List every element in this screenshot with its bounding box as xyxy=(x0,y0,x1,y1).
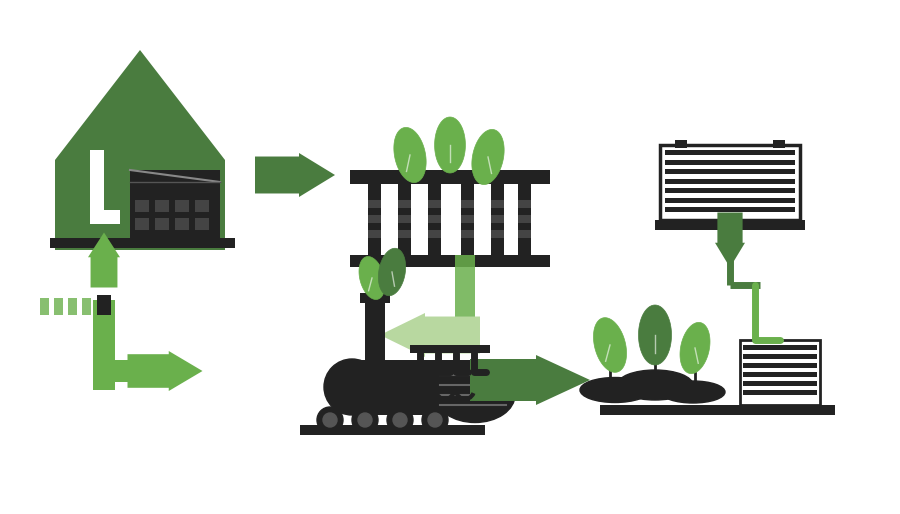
FancyBboxPatch shape xyxy=(368,183,381,255)
FancyBboxPatch shape xyxy=(655,220,805,230)
FancyBboxPatch shape xyxy=(175,218,189,230)
FancyBboxPatch shape xyxy=(665,150,795,155)
Polygon shape xyxy=(472,130,504,185)
FancyBboxPatch shape xyxy=(195,218,209,230)
FancyBboxPatch shape xyxy=(491,230,504,238)
FancyBboxPatch shape xyxy=(491,215,504,223)
Polygon shape xyxy=(128,351,202,391)
FancyBboxPatch shape xyxy=(743,354,817,359)
Ellipse shape xyxy=(580,377,650,402)
FancyBboxPatch shape xyxy=(773,140,785,148)
FancyBboxPatch shape xyxy=(365,295,385,365)
FancyBboxPatch shape xyxy=(40,298,49,315)
Polygon shape xyxy=(378,248,406,296)
FancyBboxPatch shape xyxy=(368,215,381,223)
FancyBboxPatch shape xyxy=(90,210,120,224)
FancyBboxPatch shape xyxy=(461,183,474,255)
FancyBboxPatch shape xyxy=(735,405,825,415)
Polygon shape xyxy=(88,232,120,287)
FancyBboxPatch shape xyxy=(491,183,504,255)
FancyBboxPatch shape xyxy=(518,183,531,255)
FancyBboxPatch shape xyxy=(82,298,91,315)
Polygon shape xyxy=(55,50,225,160)
FancyBboxPatch shape xyxy=(97,295,111,315)
Circle shape xyxy=(352,407,378,433)
FancyBboxPatch shape xyxy=(300,425,485,435)
Polygon shape xyxy=(593,318,626,372)
FancyBboxPatch shape xyxy=(491,200,504,208)
FancyBboxPatch shape xyxy=(175,200,189,212)
FancyBboxPatch shape xyxy=(665,169,795,174)
Circle shape xyxy=(324,359,380,415)
FancyBboxPatch shape xyxy=(428,183,441,255)
FancyBboxPatch shape xyxy=(350,360,480,415)
FancyBboxPatch shape xyxy=(455,255,475,320)
FancyBboxPatch shape xyxy=(600,405,835,415)
FancyBboxPatch shape xyxy=(428,200,441,208)
FancyBboxPatch shape xyxy=(461,200,474,208)
FancyBboxPatch shape xyxy=(518,200,531,208)
Circle shape xyxy=(428,413,442,427)
FancyBboxPatch shape xyxy=(410,345,490,353)
FancyBboxPatch shape xyxy=(350,170,550,184)
FancyBboxPatch shape xyxy=(135,200,149,212)
FancyBboxPatch shape xyxy=(68,298,77,315)
Circle shape xyxy=(323,413,337,427)
FancyBboxPatch shape xyxy=(461,230,474,238)
Ellipse shape xyxy=(435,368,515,423)
Polygon shape xyxy=(359,256,385,300)
FancyBboxPatch shape xyxy=(665,197,795,203)
FancyBboxPatch shape xyxy=(195,200,209,212)
FancyBboxPatch shape xyxy=(368,200,381,208)
Circle shape xyxy=(317,407,343,433)
Polygon shape xyxy=(255,153,335,197)
Polygon shape xyxy=(638,305,671,365)
Circle shape xyxy=(393,413,407,427)
FancyBboxPatch shape xyxy=(743,345,817,350)
FancyBboxPatch shape xyxy=(50,238,235,248)
FancyBboxPatch shape xyxy=(135,218,149,230)
FancyBboxPatch shape xyxy=(360,293,390,303)
FancyBboxPatch shape xyxy=(665,159,795,164)
FancyBboxPatch shape xyxy=(55,160,225,250)
FancyBboxPatch shape xyxy=(398,200,411,208)
FancyBboxPatch shape xyxy=(665,178,795,183)
Circle shape xyxy=(422,407,448,433)
Polygon shape xyxy=(680,322,710,374)
FancyBboxPatch shape xyxy=(54,298,63,315)
FancyBboxPatch shape xyxy=(93,300,115,390)
FancyBboxPatch shape xyxy=(518,230,531,238)
FancyBboxPatch shape xyxy=(398,230,411,238)
FancyBboxPatch shape xyxy=(155,218,169,230)
FancyBboxPatch shape xyxy=(428,230,441,238)
Ellipse shape xyxy=(661,381,725,403)
FancyBboxPatch shape xyxy=(90,150,104,220)
FancyBboxPatch shape xyxy=(743,390,817,395)
Polygon shape xyxy=(435,117,465,173)
FancyBboxPatch shape xyxy=(428,215,441,223)
FancyBboxPatch shape xyxy=(461,215,474,223)
Polygon shape xyxy=(394,127,426,182)
FancyBboxPatch shape xyxy=(743,381,817,386)
Circle shape xyxy=(358,413,372,427)
FancyBboxPatch shape xyxy=(350,255,550,267)
Ellipse shape xyxy=(617,370,693,400)
Polygon shape xyxy=(470,355,590,405)
FancyBboxPatch shape xyxy=(398,183,411,255)
Polygon shape xyxy=(380,313,480,357)
FancyBboxPatch shape xyxy=(743,372,817,377)
FancyBboxPatch shape xyxy=(93,360,183,382)
FancyBboxPatch shape xyxy=(130,170,220,240)
FancyBboxPatch shape xyxy=(398,215,411,223)
FancyBboxPatch shape xyxy=(665,207,795,212)
Polygon shape xyxy=(715,212,745,267)
FancyBboxPatch shape xyxy=(155,200,169,212)
FancyBboxPatch shape xyxy=(675,140,687,148)
FancyBboxPatch shape xyxy=(743,363,817,368)
FancyBboxPatch shape xyxy=(518,215,531,223)
FancyBboxPatch shape xyxy=(368,230,381,238)
Circle shape xyxy=(387,407,413,433)
FancyBboxPatch shape xyxy=(665,188,795,193)
